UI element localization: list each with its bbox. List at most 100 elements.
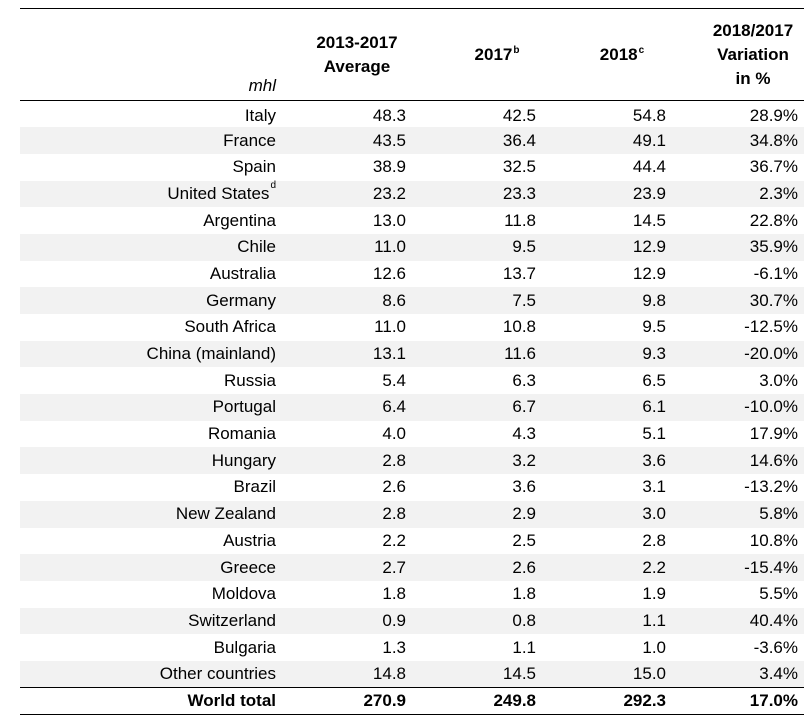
country-cell: Brazil [20,474,282,501]
table-row: New Zealand 2.8 2.9 3.0 5.8% [20,500,804,528]
table-row: Romania 4.0 4.3 5.1 17.9% [20,420,804,448]
country-cell: Chile [20,233,282,261]
table-row: France 43.5 36.4 49.1 34.8% [20,127,804,154]
table-row: Brazil 2.6 3.6 3.1 -13.2% [20,474,804,501]
country-name: China (mainland) [146,344,276,364]
country-cell: United Statesd [20,180,282,208]
header-average: 2013-2017 Average [282,8,412,101]
country-name: Chile [237,237,276,257]
value-2017-cell: 6.3 [412,367,542,395]
value-2018-cell: 9.8 [542,287,672,314]
average-cell: 2.8 [282,447,412,475]
country-name: South Africa [184,317,276,337]
country-cell: New Zealand [20,500,282,528]
unit-label: mhl [20,8,282,101]
table-row: Spain 38.9 32.5 44.4 36.7% [20,153,804,181]
header-2017-footnote: b [513,44,520,56]
value-2018-cell: 5.1 [542,420,672,448]
average-cell: 0.9 [282,607,412,635]
country-name: Russia [224,370,276,390]
variation-cell: 35.9% [672,233,804,261]
country-name: Brazil [233,477,276,497]
table-row: Switzerland 0.9 0.8 1.1 40.4% [20,607,804,635]
value-2017-cell: 14.5 [412,660,542,688]
value-2018-cell: 2.8 [542,527,672,555]
value-2018-cell: 9.3 [542,340,672,368]
value-2017-cell: 23.3 [412,180,542,208]
value-2017-cell: 1.8 [412,580,542,608]
table-row: South Africa 11.0 10.8 9.5 -12.5% [20,314,804,341]
country-name: United States [167,183,270,203]
table-row: Bulgaria 1.3 1.1 1.0 -3.6% [20,634,804,661]
average-cell: 2.2 [282,527,412,555]
variation-cell: -6.1% [672,260,804,288]
value-2018-cell: 15.0 [542,660,672,688]
country-name: Argentina [203,210,276,230]
table-row: China (mainland) 13.1 11.6 9.3 -20.0% [20,340,804,368]
country-cell: Austria [20,527,282,555]
average-cell: 11.0 [282,314,412,341]
total-variation-cell: 17.0% [672,687,804,715]
total-2017-cell: 249.8 [412,687,542,715]
table-row: United Statesd 23.2 23.3 23.9 2.3% [20,180,804,208]
table-row: Germany 8.6 7.5 9.8 30.7% [20,287,804,314]
value-2018-cell: 9.5 [542,314,672,341]
table-row: Greece 2.7 2.6 2.2 -15.4% [20,554,804,581]
header-average-line1: 2013-2017 [316,32,398,52]
average-cell: 13.0 [282,207,412,234]
value-2018-cell: 3.0 [542,500,672,528]
total-2018-cell: 292.3 [542,687,672,715]
value-2018-cell: 6.1 [542,394,672,421]
country-cell: China (mainland) [20,340,282,368]
country-name: Other countries [159,664,276,684]
table-row: Russia 5.4 6.3 6.5 3.0% [20,367,804,395]
country-name: Moldova [211,584,276,604]
variation-cell: 40.4% [672,607,804,635]
country-name: Portugal [212,397,276,417]
total-average-cell: 270.9 [282,687,412,715]
country-cell: Spain [20,153,282,181]
table-row: Other countries 14.8 14.5 15.0 3.4% [20,660,804,688]
average-cell: 12.6 [282,260,412,288]
value-2017-cell: 1.1 [412,634,542,661]
country-name: Hungary [211,450,276,470]
country-name: Romania [207,424,276,444]
value-2017-cell: 2.6 [412,554,542,581]
world-total-row: World total 270.9 249.8 292.3 17.0% [20,687,804,715]
header-2017-label: 2017 [474,44,513,64]
value-2018-cell: 12.9 [542,233,672,261]
table-row: Italy 48.3 42.5 54.8 28.9% [20,100,804,128]
country-name: Austria [223,530,276,550]
variation-cell: -15.4% [672,554,804,581]
header-2018: 2018c [542,8,672,101]
value-2017-cell: 3.2 [412,447,542,475]
average-cell: 14.8 [282,660,412,688]
value-2017-cell: 11.8 [412,207,542,234]
value-2017-cell: 3.6 [412,474,542,501]
country-cell: Australia [20,260,282,288]
value-2018-cell: 1.9 [542,580,672,608]
table-row: Argentina 13.0 11.8 14.5 22.8% [20,207,804,234]
country-cell: Greece [20,554,282,581]
country-name: Greece [220,557,276,577]
country-cell: Romania [20,420,282,448]
country-cell: Bulgaria [20,634,282,661]
country-cell: Switzerland [20,607,282,635]
country-name: New Zealand [175,504,276,524]
header-variation-line2: Variation [717,44,789,64]
average-cell: 8.6 [282,287,412,314]
variation-cell: -3.6% [672,634,804,661]
country-cell: Italy [20,100,282,128]
variation-cell: 3.4% [672,660,804,688]
variation-cell: 3.0% [672,367,804,395]
country-cell: France [20,127,282,154]
header-2018-footnote: c [638,44,645,56]
country-name: Spain [232,157,276,177]
value-2017-cell: 2.5 [412,527,542,555]
value-2018-cell: 3.1 [542,474,672,501]
country-cell: Moldova [20,580,282,608]
header-2018-label: 2018 [599,44,638,64]
variation-cell: 2.3% [672,180,804,208]
country-name: Australia [209,263,276,283]
